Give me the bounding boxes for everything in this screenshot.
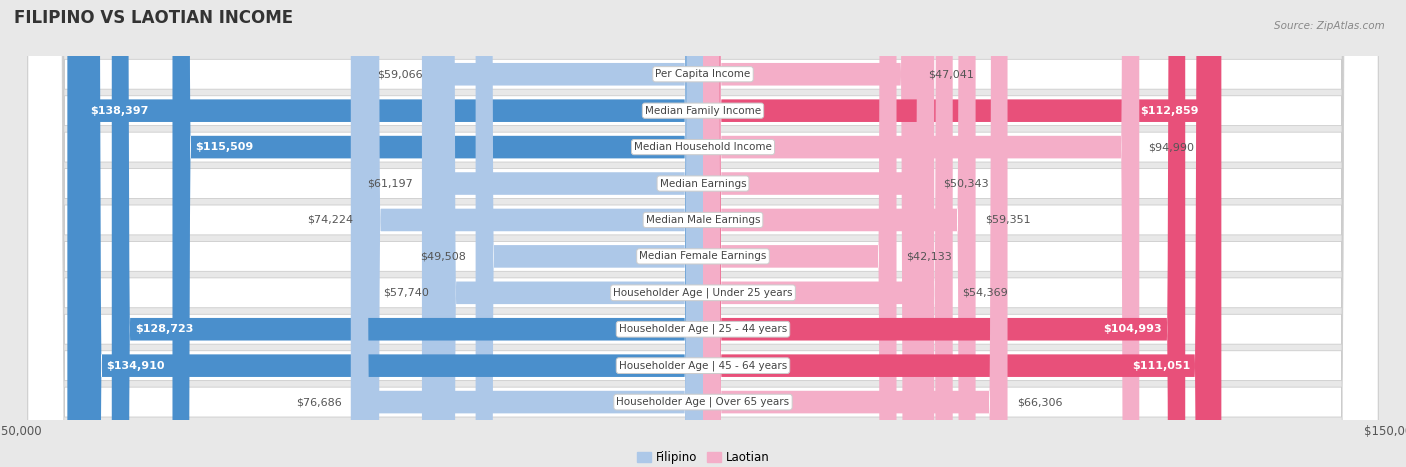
Text: $42,133: $42,133 xyxy=(905,251,952,262)
FancyBboxPatch shape xyxy=(475,0,703,467)
Text: $59,351: $59,351 xyxy=(984,215,1031,225)
Text: $76,686: $76,686 xyxy=(295,397,342,407)
Text: $61,197: $61,197 xyxy=(367,178,413,189)
FancyBboxPatch shape xyxy=(703,0,1213,467)
Text: Median Male Earnings: Median Male Earnings xyxy=(645,215,761,225)
FancyBboxPatch shape xyxy=(703,0,897,467)
FancyBboxPatch shape xyxy=(703,0,953,467)
FancyBboxPatch shape xyxy=(28,0,1378,467)
Text: $50,343: $50,343 xyxy=(943,178,988,189)
FancyBboxPatch shape xyxy=(703,0,920,467)
FancyBboxPatch shape xyxy=(112,0,703,467)
Text: Per Capita Income: Per Capita Income xyxy=(655,69,751,79)
Text: $128,723: $128,723 xyxy=(135,324,193,334)
Text: Median Female Earnings: Median Female Earnings xyxy=(640,251,766,262)
FancyBboxPatch shape xyxy=(703,0,934,467)
FancyBboxPatch shape xyxy=(28,0,1378,467)
Text: $47,041: $47,041 xyxy=(928,69,974,79)
Text: Median Family Income: Median Family Income xyxy=(645,106,761,116)
Text: $115,509: $115,509 xyxy=(195,142,253,152)
FancyBboxPatch shape xyxy=(67,0,703,467)
Text: Householder Age | 25 - 44 years: Householder Age | 25 - 44 years xyxy=(619,324,787,334)
Text: Source: ZipAtlas.com: Source: ZipAtlas.com xyxy=(1274,21,1385,31)
FancyBboxPatch shape xyxy=(28,0,1378,467)
FancyBboxPatch shape xyxy=(28,0,1378,467)
Legend: Filipino, Laotian: Filipino, Laotian xyxy=(633,446,773,467)
FancyBboxPatch shape xyxy=(28,0,1378,467)
Text: $74,224: $74,224 xyxy=(307,215,353,225)
FancyBboxPatch shape xyxy=(703,0,976,467)
Text: $134,910: $134,910 xyxy=(107,361,165,371)
Text: Householder Age | Under 25 years: Householder Age | Under 25 years xyxy=(613,288,793,298)
Text: Median Earnings: Median Earnings xyxy=(659,178,747,189)
FancyBboxPatch shape xyxy=(703,0,1139,467)
FancyBboxPatch shape xyxy=(703,0,1185,467)
Text: $54,369: $54,369 xyxy=(962,288,1008,298)
Text: $66,306: $66,306 xyxy=(1017,397,1062,407)
FancyBboxPatch shape xyxy=(703,0,1008,467)
Text: $57,740: $57,740 xyxy=(382,288,429,298)
Text: $49,508: $49,508 xyxy=(420,251,467,262)
Text: Householder Age | 45 - 64 years: Householder Age | 45 - 64 years xyxy=(619,361,787,371)
FancyBboxPatch shape xyxy=(28,0,1378,467)
Text: $138,397: $138,397 xyxy=(90,106,149,116)
FancyBboxPatch shape xyxy=(28,0,1378,467)
FancyBboxPatch shape xyxy=(83,0,703,467)
FancyBboxPatch shape xyxy=(28,0,1378,467)
Text: $94,990: $94,990 xyxy=(1149,142,1195,152)
FancyBboxPatch shape xyxy=(173,0,703,467)
Text: Householder Age | Over 65 years: Householder Age | Over 65 years xyxy=(616,397,790,407)
FancyBboxPatch shape xyxy=(28,0,1378,467)
FancyBboxPatch shape xyxy=(422,0,703,467)
FancyBboxPatch shape xyxy=(28,0,1378,467)
Text: $104,993: $104,993 xyxy=(1104,324,1163,334)
Text: $59,066: $59,066 xyxy=(377,69,423,79)
Text: FILIPINO VS LAOTIAN INCOME: FILIPINO VS LAOTIAN INCOME xyxy=(14,9,294,27)
Text: Median Household Income: Median Household Income xyxy=(634,142,772,152)
FancyBboxPatch shape xyxy=(432,0,703,467)
FancyBboxPatch shape xyxy=(363,0,703,467)
FancyBboxPatch shape xyxy=(703,0,1222,467)
FancyBboxPatch shape xyxy=(350,0,703,467)
Text: $111,051: $111,051 xyxy=(1132,361,1189,371)
Text: $112,859: $112,859 xyxy=(1140,106,1198,116)
FancyBboxPatch shape xyxy=(437,0,703,467)
